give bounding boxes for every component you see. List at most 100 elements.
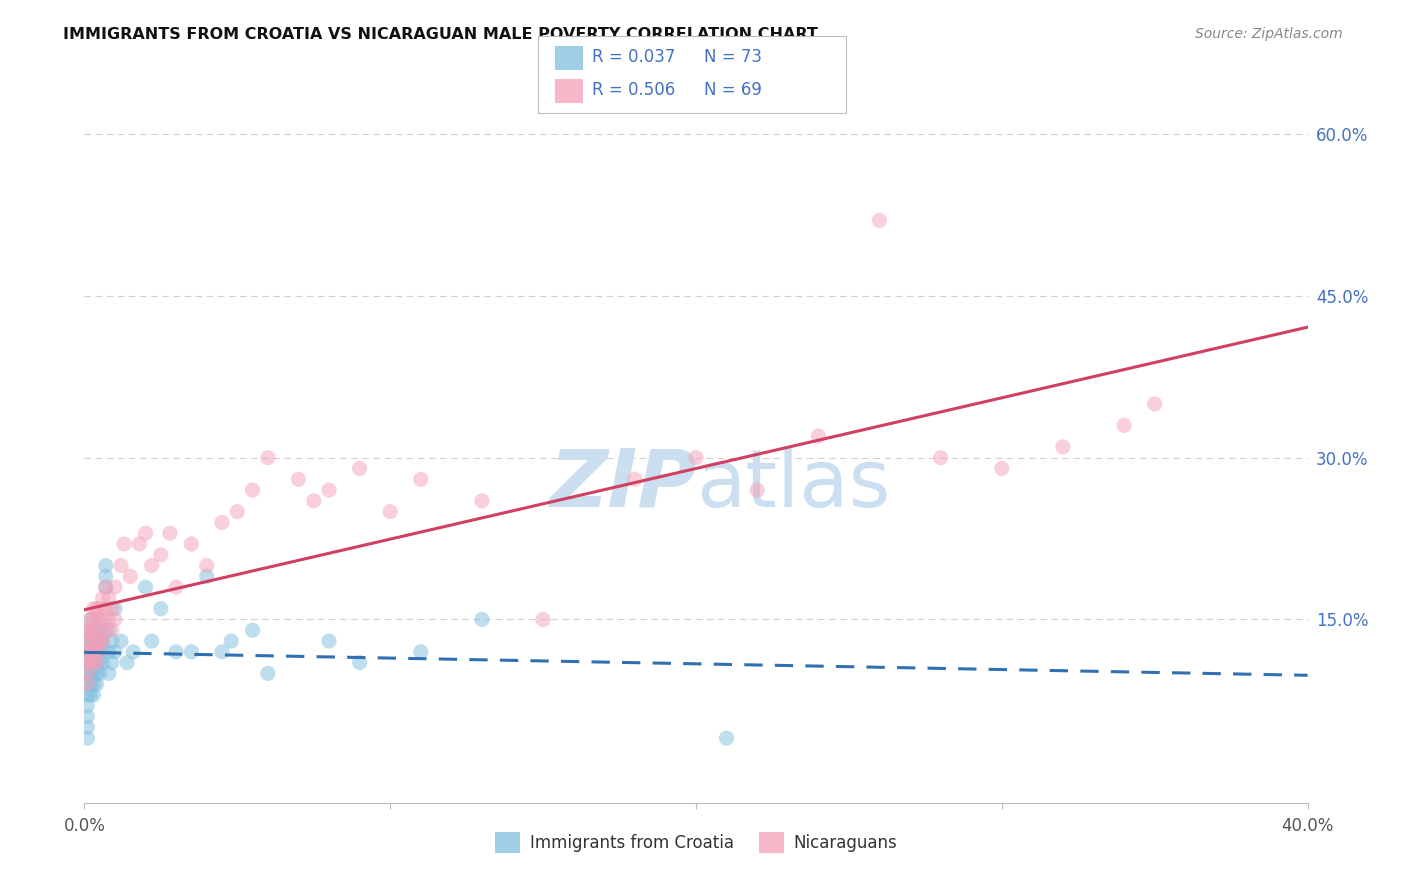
Point bbox=[76, 634, 98, 648]
Point bbox=[991, 461, 1014, 475]
Point bbox=[83, 656, 105, 670]
Point bbox=[747, 483, 769, 497]
Point bbox=[531, 612, 554, 626]
Point bbox=[76, 666, 98, 681]
Text: R = 0.506: R = 0.506 bbox=[592, 81, 675, 99]
Point bbox=[79, 677, 101, 691]
Point bbox=[89, 645, 111, 659]
Point bbox=[76, 624, 98, 638]
Point bbox=[869, 213, 891, 227]
Point bbox=[86, 634, 108, 648]
Point bbox=[83, 634, 105, 648]
Point bbox=[1052, 440, 1074, 454]
Point bbox=[79, 612, 101, 626]
Point bbox=[409, 645, 432, 659]
Point bbox=[104, 601, 127, 615]
Point bbox=[79, 624, 101, 638]
Point bbox=[91, 645, 114, 659]
Point bbox=[83, 656, 105, 670]
Point bbox=[242, 483, 264, 497]
Point bbox=[318, 483, 340, 497]
Point bbox=[86, 656, 108, 670]
Point bbox=[104, 645, 127, 659]
Point bbox=[86, 645, 108, 659]
Legend: Immigrants from Croatia, Nicaraguans: Immigrants from Croatia, Nicaraguans bbox=[488, 826, 904, 860]
Point bbox=[211, 645, 233, 659]
Point bbox=[76, 698, 98, 713]
Point bbox=[79, 612, 101, 626]
Point bbox=[101, 656, 124, 670]
Point bbox=[79, 656, 101, 670]
Point bbox=[83, 656, 105, 670]
Point bbox=[380, 505, 402, 519]
Point bbox=[94, 558, 117, 573]
Point bbox=[349, 656, 371, 670]
Point bbox=[219, 634, 242, 648]
Point bbox=[76, 677, 98, 691]
Point bbox=[83, 612, 105, 626]
Point bbox=[91, 634, 114, 648]
Text: Source: ZipAtlas.com: Source: ZipAtlas.com bbox=[1195, 27, 1343, 41]
Point bbox=[86, 666, 108, 681]
Point bbox=[195, 558, 218, 573]
Point bbox=[135, 526, 157, 541]
Point bbox=[1114, 418, 1136, 433]
Point bbox=[211, 516, 233, 530]
Point bbox=[97, 591, 120, 605]
Text: N = 69: N = 69 bbox=[704, 81, 762, 99]
Point bbox=[79, 645, 101, 659]
Point bbox=[122, 645, 145, 659]
Point bbox=[86, 601, 108, 615]
Text: IMMIGRANTS FROM CROATIA VS NICARAGUAN MALE POVERTY CORRELATION CHART: IMMIGRANTS FROM CROATIA VS NICARAGUAN MA… bbox=[63, 27, 818, 42]
Point bbox=[101, 624, 124, 638]
Point bbox=[110, 558, 132, 573]
Point bbox=[79, 634, 101, 648]
Point bbox=[409, 472, 432, 486]
Point bbox=[79, 645, 101, 659]
Point bbox=[76, 720, 98, 734]
Point bbox=[287, 472, 309, 486]
Point bbox=[1143, 397, 1166, 411]
Point bbox=[141, 634, 163, 648]
Point bbox=[76, 656, 98, 670]
Point bbox=[685, 450, 707, 465]
Point bbox=[89, 645, 111, 659]
Text: R = 0.037: R = 0.037 bbox=[592, 48, 675, 66]
Point bbox=[79, 634, 101, 648]
Point bbox=[83, 645, 105, 659]
Point bbox=[76, 677, 98, 691]
Point bbox=[79, 666, 101, 681]
Point bbox=[149, 601, 172, 615]
Point bbox=[120, 569, 142, 583]
Point bbox=[94, 580, 117, 594]
Point bbox=[94, 580, 117, 594]
Point bbox=[79, 688, 101, 702]
Point bbox=[76, 731, 98, 745]
Point bbox=[716, 731, 738, 745]
Point bbox=[83, 688, 105, 702]
Point bbox=[180, 645, 202, 659]
Point bbox=[91, 591, 114, 605]
Point bbox=[89, 656, 111, 670]
Point bbox=[86, 677, 108, 691]
Point bbox=[807, 429, 830, 443]
Point bbox=[101, 634, 124, 648]
Point bbox=[91, 634, 114, 648]
Point bbox=[349, 461, 371, 475]
Point bbox=[195, 569, 218, 583]
Point bbox=[83, 677, 105, 691]
Point bbox=[104, 580, 127, 594]
Point bbox=[149, 548, 172, 562]
Point bbox=[242, 624, 264, 638]
Text: ZIP: ZIP bbox=[548, 446, 696, 524]
Point bbox=[929, 450, 952, 465]
Point bbox=[89, 666, 111, 681]
Point bbox=[97, 612, 120, 626]
Point bbox=[104, 612, 127, 626]
Point bbox=[79, 666, 101, 681]
Point bbox=[83, 624, 105, 638]
Point bbox=[94, 624, 117, 638]
Point bbox=[83, 666, 105, 681]
Point bbox=[86, 634, 108, 648]
Point bbox=[79, 656, 101, 670]
